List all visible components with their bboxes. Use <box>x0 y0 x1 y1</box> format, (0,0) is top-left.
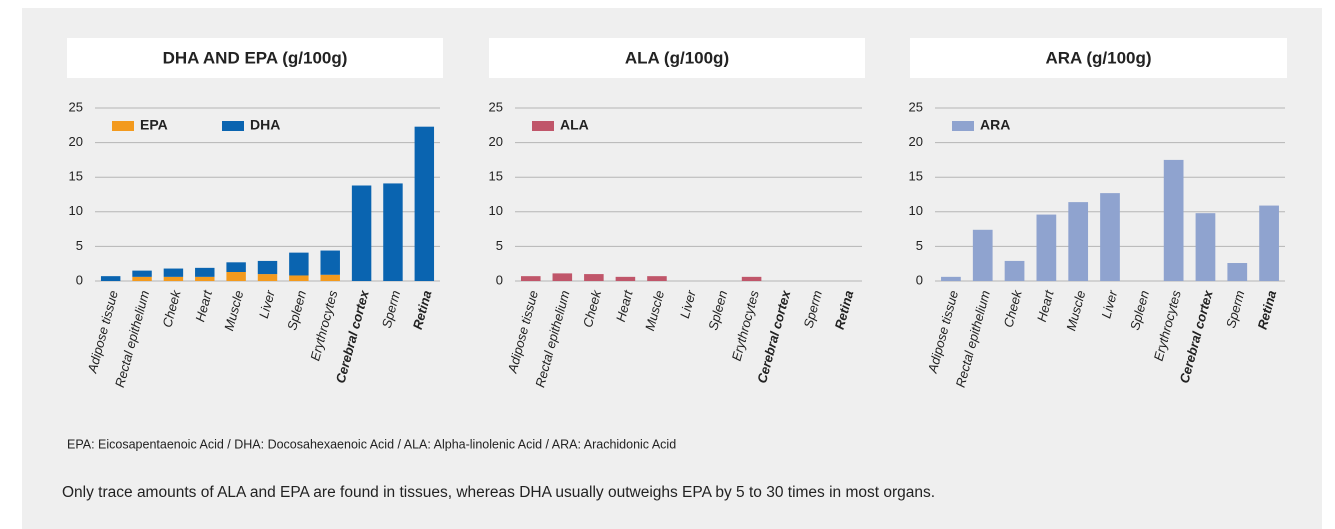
y-tick-label: 25 <box>489 99 503 114</box>
bar <box>1100 193 1120 281</box>
legend-label: ARA <box>980 117 1010 133</box>
legend-swatch <box>222 121 244 131</box>
x-tick-label: Liver <box>256 288 278 320</box>
bar <box>163 268 184 277</box>
legend-label: DHA <box>250 117 280 133</box>
y-tick-label: 20 <box>69 134 83 149</box>
bar <box>163 276 184 281</box>
chart-title: DHA AND EPA (g/100g) <box>163 48 348 67</box>
bar <box>1195 213 1216 281</box>
bar <box>741 276 762 281</box>
x-tick-label: Liver <box>1098 288 1120 320</box>
title-box <box>489 38 865 78</box>
bar <box>226 262 246 273</box>
y-tick-label: 10 <box>69 203 83 218</box>
legend-swatch <box>952 121 974 131</box>
y-tick-label: 10 <box>489 203 503 218</box>
bar <box>414 126 435 282</box>
title-box <box>67 38 443 78</box>
y-tick-label: 15 <box>69 169 83 184</box>
bar <box>132 276 152 281</box>
legend-label: ALA <box>560 117 589 133</box>
bar <box>195 276 215 281</box>
y-tick-label: 15 <box>909 169 923 184</box>
y-tick-label: 15 <box>489 169 503 184</box>
bar <box>132 270 152 277</box>
caption: Only trace amounts of ALA and EPA are fo… <box>62 484 935 501</box>
bar <box>320 274 340 281</box>
y-tick-label: 25 <box>69 99 83 114</box>
title-box <box>910 38 1287 78</box>
footnote: EPA: Eicosapentaenoic Acid / DHA: Docosa… <box>67 437 676 451</box>
x-tick-label: Liver <box>677 288 699 320</box>
y-tick-label: 20 <box>909 134 923 149</box>
y-tick-label: 20 <box>489 134 503 149</box>
bar <box>351 185 372 281</box>
bar <box>100 276 121 281</box>
bar <box>1163 159 1184 281</box>
bar <box>1068 202 1089 281</box>
y-tick-label: 10 <box>909 203 923 218</box>
bar <box>520 276 541 281</box>
bar <box>584 274 604 281</box>
bar <box>320 250 340 275</box>
bar <box>972 229 993 281</box>
y-tick-label: 0 <box>76 272 83 287</box>
legend-label: EPA <box>140 117 168 133</box>
bar <box>257 274 278 281</box>
bar <box>1004 260 1025 281</box>
bar <box>941 276 961 281</box>
bar <box>226 272 246 281</box>
bar <box>647 276 667 281</box>
chart-title: ALA (g/100g) <box>625 48 729 67</box>
legend-swatch <box>532 121 554 131</box>
bar <box>289 275 309 281</box>
legend-swatch <box>112 121 134 131</box>
y-tick-label: 0 <box>496 272 503 287</box>
bar <box>552 273 573 281</box>
y-tick-label: 25 <box>909 99 923 114</box>
y-tick-label: 5 <box>76 238 83 253</box>
y-tick-label: 5 <box>916 238 923 253</box>
y-tick-label: 0 <box>916 272 923 287</box>
bar <box>195 267 215 277</box>
bar <box>615 276 636 281</box>
bar <box>257 260 278 275</box>
bar <box>289 252 309 276</box>
y-tick-label: 5 <box>496 238 503 253</box>
bar <box>1227 263 1248 281</box>
chart-title: ARA (g/100g) <box>1045 48 1151 67</box>
bar <box>1259 205 1279 281</box>
bar <box>383 183 403 281</box>
bar <box>1036 214 1057 281</box>
